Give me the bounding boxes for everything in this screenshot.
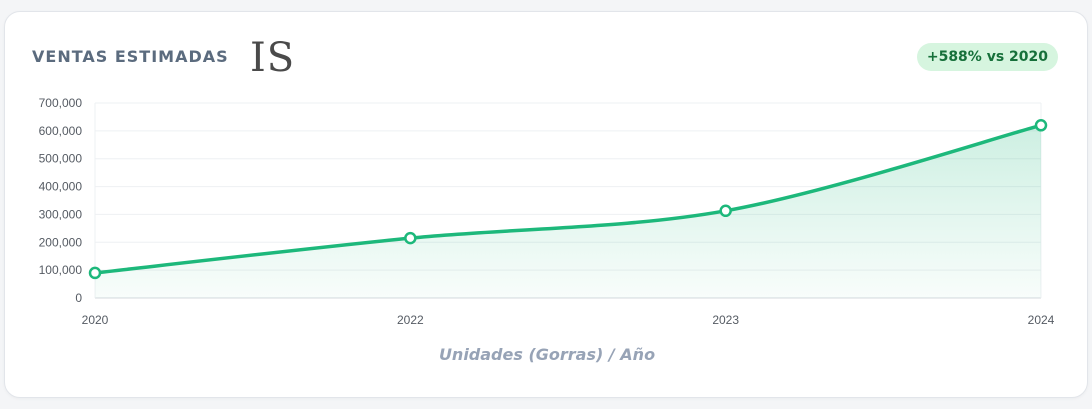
data-point[interactable] bbox=[404, 231, 417, 245]
growth-badge: +588% vs 2020 bbox=[916, 43, 1058, 71]
y-tick-label: 100,000 bbox=[39, 263, 83, 277]
data-points bbox=[88, 119, 1048, 280]
area-fill bbox=[95, 125, 1041, 299]
brand-logo: IS bbox=[250, 35, 296, 81]
data-point[interactable] bbox=[1034, 119, 1048, 132]
y-axis: 0 100,000 200,000 300,000 400,000 500,000 600,… bbox=[39, 96, 83, 305]
data-point[interactable] bbox=[719, 204, 732, 218]
y-tick-label: 200,000 bbox=[39, 235, 83, 249]
x-tick-label: 2023 bbox=[712, 313, 739, 327]
x-tick-label: 2020 bbox=[82, 313, 109, 327]
y-tick-label: 500,000 bbox=[39, 152, 83, 166]
x-axis-label: Unidades (Gorras) / Año bbox=[439, 345, 655, 364]
y-tick-label: 0 bbox=[75, 291, 82, 305]
x-tick-label: 2024 bbox=[1028, 313, 1055, 327]
x-tick-label: 2022 bbox=[397, 313, 424, 327]
x-axis: 2020 2022 2023 2024 bbox=[82, 313, 1055, 327]
y-tick-label: 700,000 bbox=[39, 96, 83, 110]
y-tick-label: 400,000 bbox=[39, 180, 83, 194]
series-line bbox=[93, 123, 1043, 275]
y-tick-label: 600,000 bbox=[39, 124, 83, 138]
y-tick-label: 300,000 bbox=[39, 207, 83, 221]
data-point[interactable] bbox=[88, 266, 102, 280]
chart-title: VENTAS ESTIMADAS bbox=[32, 47, 229, 66]
